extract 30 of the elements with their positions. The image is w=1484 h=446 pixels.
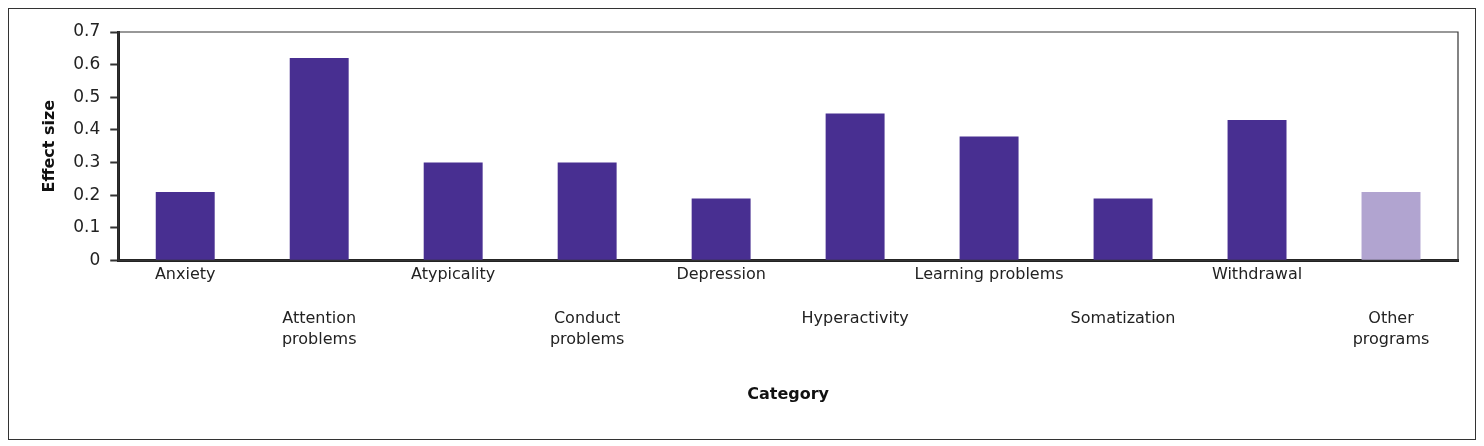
x-tick-label: Hyperactivity xyxy=(801,307,909,327)
bar xyxy=(1227,120,1287,260)
y-tick-label: 0.6 xyxy=(73,53,101,74)
x-tick-label: Atypicality xyxy=(411,264,496,284)
bar xyxy=(1361,191,1421,260)
bar xyxy=(959,136,1019,260)
x-tick-label: Conduct problems xyxy=(549,307,625,349)
y-axis-title: Effect size xyxy=(38,99,58,193)
bar xyxy=(825,113,885,260)
y-tick-label: 0.5 xyxy=(73,85,101,106)
y-tick-label: 0.3 xyxy=(73,150,101,171)
x-tick-label: Anxiety xyxy=(154,264,216,284)
x-tick-label: Withdrawal xyxy=(1211,264,1303,284)
x-tick-label: Somatization xyxy=(1070,307,1176,327)
x-tick-label: Learning problems xyxy=(914,264,1064,284)
bar xyxy=(691,198,751,260)
x-axis-title: Category xyxy=(747,383,830,403)
y-tick-label: 0.4 xyxy=(73,118,101,139)
bar xyxy=(1093,198,1153,260)
y-tick-label: 0.1 xyxy=(73,216,101,237)
y-tick-label: 0 xyxy=(89,248,101,269)
bar xyxy=(155,191,215,260)
x-tick-label: Attention problems xyxy=(281,307,357,349)
bar xyxy=(557,162,617,260)
x-tick-label: Other programs xyxy=(1352,307,1430,349)
bar xyxy=(423,162,483,260)
y-tick-label: 0.7 xyxy=(73,20,101,41)
bar xyxy=(289,58,349,260)
y-tick-label: 0.2 xyxy=(73,183,101,204)
x-tick-label: Depression xyxy=(676,264,766,284)
